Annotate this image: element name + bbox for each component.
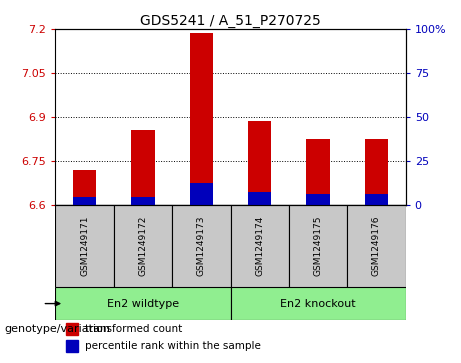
- Text: GSM1249174: GSM1249174: [255, 216, 264, 276]
- Text: GSM1249173: GSM1249173: [197, 216, 206, 276]
- Text: GSM1249175: GSM1249175: [313, 216, 323, 276]
- Bar: [365, 139, 388, 205]
- Bar: [66, 323, 78, 335]
- Bar: [230, 287, 406, 320]
- Bar: [307, 139, 330, 205]
- Bar: [347, 205, 406, 287]
- Bar: [189, 183, 213, 205]
- Bar: [73, 196, 96, 205]
- Bar: [289, 205, 347, 287]
- Bar: [55, 287, 230, 320]
- Bar: [365, 195, 388, 205]
- Bar: [66, 340, 78, 352]
- Text: GSM1249172: GSM1249172: [138, 216, 148, 276]
- Bar: [131, 130, 154, 205]
- Bar: [230, 205, 289, 287]
- Text: GSM1249176: GSM1249176: [372, 216, 381, 276]
- Text: GSM1249171: GSM1249171: [80, 216, 89, 276]
- Bar: [55, 205, 114, 287]
- Bar: [189, 33, 213, 205]
- Text: genotype/variation: genotype/variation: [5, 323, 111, 334]
- Bar: [172, 205, 230, 287]
- Bar: [131, 196, 154, 205]
- Bar: [307, 195, 330, 205]
- Bar: [248, 121, 272, 205]
- Text: En2 wildtype: En2 wildtype: [107, 299, 179, 309]
- Text: percentile rank within the sample: percentile rank within the sample: [85, 341, 261, 351]
- Title: GDS5241 / A_51_P270725: GDS5241 / A_51_P270725: [140, 14, 321, 28]
- Text: transformed count: transformed count: [85, 324, 183, 334]
- Bar: [248, 192, 272, 205]
- Bar: [73, 170, 96, 205]
- Bar: [114, 205, 172, 287]
- Text: En2 knockout: En2 knockout: [280, 299, 356, 309]
